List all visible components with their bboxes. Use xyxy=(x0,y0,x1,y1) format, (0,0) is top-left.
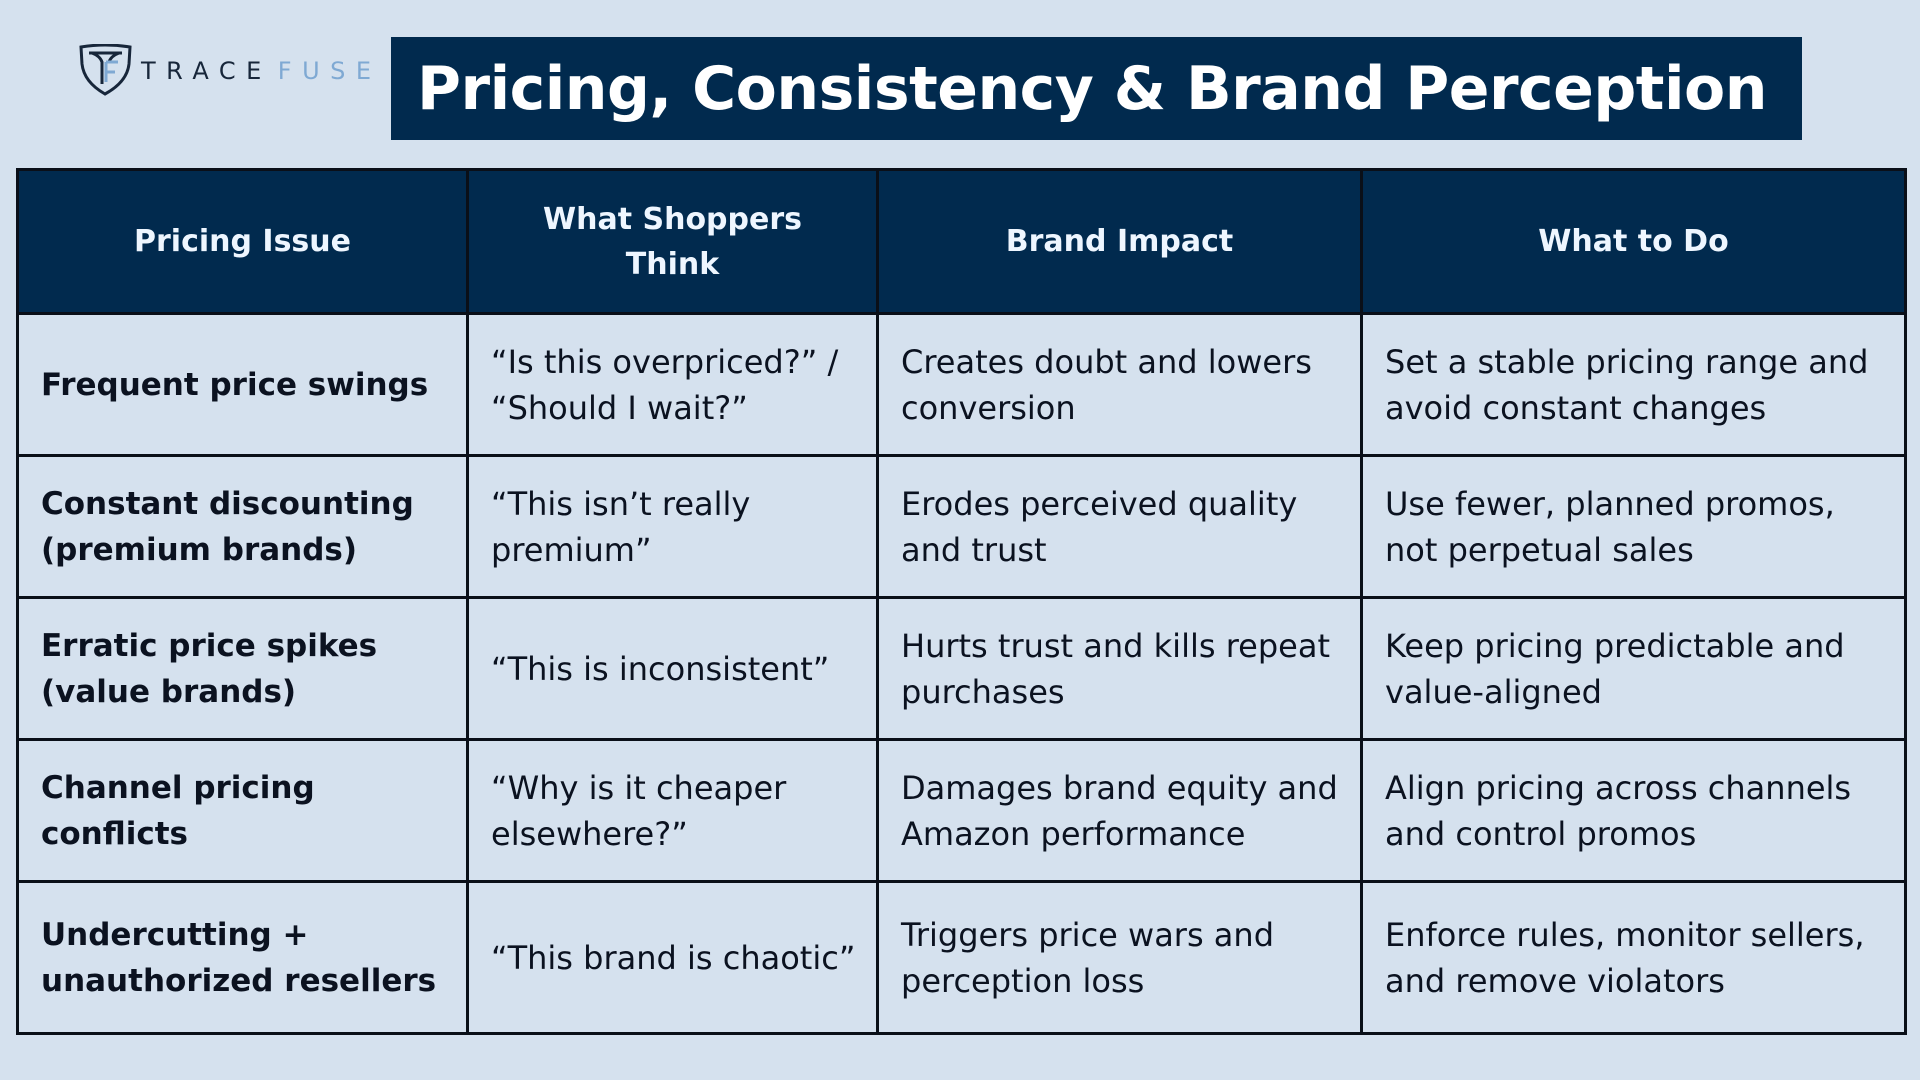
cell-what-to-do: Align pricing across channels and contro… xyxy=(1360,738,1907,883)
column-header-pricing-issue: Pricing Issue xyxy=(16,168,469,315)
cell-pricing-issue: Frequent price swings xyxy=(16,312,469,457)
table-row: Undercutting + unauthorized resellers “T… xyxy=(16,880,1907,1035)
cell-shoppers-think: “This brand is chaotic” xyxy=(466,880,879,1035)
title-banner: Pricing, Consistency & Brand Perception xyxy=(391,37,1802,140)
table-row: Constant discounting (premium brands) “T… xyxy=(16,454,1907,599)
pricing-table: Pricing Issue What Shoppers Think Brand … xyxy=(16,168,1907,1035)
cell-shoppers-think: “This isn’t really premium” xyxy=(466,454,879,599)
cell-pricing-issue: Erratic price spikes (value brands) xyxy=(16,596,469,741)
cell-pricing-issue: Undercutting + unauthorized resellers xyxy=(16,880,469,1035)
table-header-row: Pricing Issue What Shoppers Think Brand … xyxy=(16,168,1907,315)
table-row: Channel pricing conflicts “Why is it che… xyxy=(16,738,1907,883)
cell-what-to-do: Enforce rules, monitor sellers, and remo… xyxy=(1360,880,1907,1035)
table-row: Frequent price swings “Is this overprice… xyxy=(16,312,1907,457)
cell-brand-impact: Hurts trust and kills repeat purchases xyxy=(876,596,1363,741)
cell-shoppers-think: “Why is it cheaper elsewhere?” xyxy=(466,738,879,883)
cell-pricing-issue: Channel pricing conflicts xyxy=(16,738,469,883)
cell-what-to-do: Set a stable pricing range and avoid con… xyxy=(1360,312,1907,457)
cell-brand-impact: Creates doubt and lowers conversion xyxy=(876,312,1363,457)
column-header-what-to-do: What to Do xyxy=(1360,168,1907,315)
brand-wordmark: TRACE FUSE xyxy=(141,57,382,83)
shield-tf-icon xyxy=(79,44,132,96)
cell-pricing-issue: Constant discounting (premium brands) xyxy=(16,454,469,599)
cell-shoppers-think: “Is this overpriced?” / “Should I wait?” xyxy=(466,312,879,457)
column-header-shoppers-think: What Shoppers Think xyxy=(466,168,879,315)
column-header-brand-impact: Brand Impact xyxy=(876,168,1363,315)
cell-what-to-do: Use fewer, planned promos, not perpetual… xyxy=(1360,454,1907,599)
cell-brand-impact: Erodes perceived quality and trust xyxy=(876,454,1363,599)
page-title: Pricing, Consistency & Brand Perception xyxy=(417,53,1767,124)
brand-name-trace: TRACE xyxy=(141,57,272,85)
cell-what-to-do: Keep pricing predictable and value-align… xyxy=(1360,596,1907,741)
table-row: Erratic price spikes (value brands) “Thi… xyxy=(16,596,1907,741)
cell-brand-impact: Triggers price wars and perception loss xyxy=(876,880,1363,1035)
brand-name-fuse: FUSE xyxy=(277,57,382,85)
brand-logo: TRACE FUSE xyxy=(78,44,382,96)
cell-brand-impact: Damages brand equity and Amazon performa… xyxy=(876,738,1363,883)
cell-shoppers-think: “This is inconsistent” xyxy=(466,596,879,741)
